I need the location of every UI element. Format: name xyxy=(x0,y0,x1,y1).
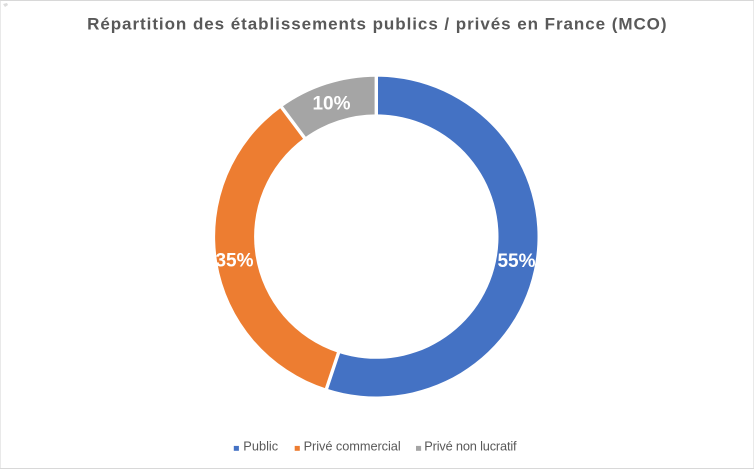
svg-text:Privé commercial: Privé commercial xyxy=(304,439,401,454)
svg-text:Privé non lucratif: Privé non lucratif xyxy=(424,439,517,454)
svg-text:Public: Public xyxy=(243,439,278,454)
svg-text:Répartition des établissements: Répartition des établissements publics /… xyxy=(87,15,667,34)
svg-text:10%: 10% xyxy=(312,94,350,115)
svg-text:55%: 55% xyxy=(497,251,535,272)
svg-text:35%: 35% xyxy=(215,251,253,272)
